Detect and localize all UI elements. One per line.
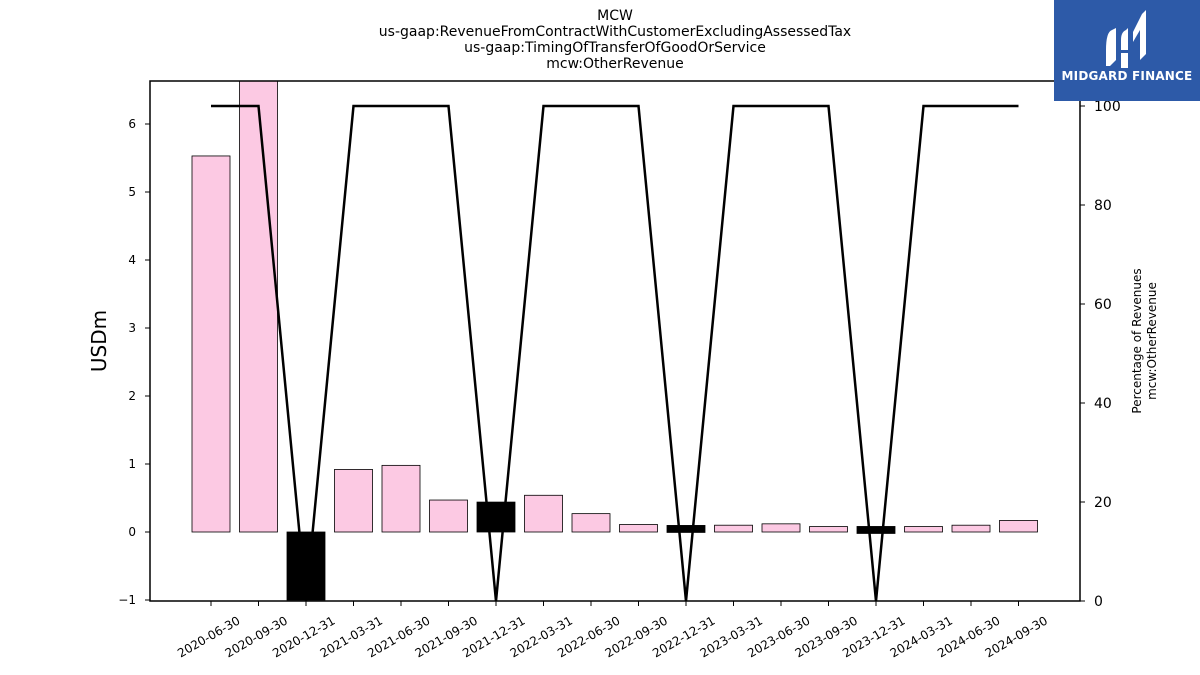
right-tick-label: 80 [1094, 198, 1112, 214]
bar [429, 499, 468, 533]
bar [619, 524, 658, 533]
left-tick-label: 1 [128, 457, 136, 471]
left-tick-label: 6 [128, 117, 136, 131]
left-tick-label: 0 [128, 525, 136, 539]
bar [666, 525, 706, 533]
x-axis-ticks: 2020-06-302020-09-302020-12-312021-03-31… [175, 601, 1050, 660]
axis-labels: USDm Percentage of Revenues mcw:OtherReven… [87, 268, 1159, 413]
bar [524, 494, 563, 533]
left-tick-label: 4 [128, 253, 136, 267]
logo-text: MIDGARD FINANCE [1061, 69, 1193, 83]
bar [381, 464, 421, 533]
bar [809, 526, 848, 533]
bar [999, 520, 1038, 533]
bar [334, 469, 373, 533]
y2-axis-label: Percentage of Revenues [1130, 268, 1144, 413]
company-logo: MIDGARD FINANCE [1054, 0, 1200, 101]
bar [714, 524, 753, 533]
percentage-line [211, 104, 1019, 602]
bar [239, 81, 278, 533]
left-axis-ticks: −1 0 1 2 3 4 5 6 [118, 117, 150, 607]
bar [904, 526, 943, 533]
logo-mark-icon [1106, 10, 1146, 68]
left-tick-label: 2 [128, 389, 136, 403]
right-tick-label: 40 [1094, 396, 1112, 412]
right-tick-label: 20 [1094, 495, 1112, 511]
left-tick-label: 5 [128, 185, 136, 199]
title-line: us-gaap:TimingOfTransferOfGoodOrService [464, 40, 766, 56]
bar [856, 526, 896, 534]
y2-axis-label: mcw:OtherRevenue [1145, 282, 1159, 400]
bar [761, 523, 801, 533]
bar [571, 513, 611, 533]
chart-title: MCWus-gaap:RevenueFromContractWithCustom… [379, 8, 851, 72]
left-tick-label: 3 [128, 321, 136, 335]
plot-frame [149, 80, 1081, 602]
plot-border [149, 80, 1081, 602]
bar [191, 155, 231, 533]
y-axis-label: USDm [87, 310, 111, 372]
right-axis-ticks: 0 20 40 60 80 100 [1080, 99, 1121, 610]
title-line: MCW [597, 8, 633, 24]
right-tick-label: 0 [1094, 594, 1103, 610]
series-line [211, 104, 1019, 602]
bars [191, 81, 1038, 601]
right-tick-label: 100 [1094, 99, 1121, 115]
title-line: mcw:OtherRevenue [546, 56, 683, 72]
right-tick-label: 60 [1094, 297, 1112, 313]
title-line: us-gaap:RevenueFromContractWithCustomerE… [379, 24, 851, 40]
bar [476, 501, 516, 533]
bar [951, 524, 991, 533]
left-tick-label: −1 [118, 593, 136, 607]
